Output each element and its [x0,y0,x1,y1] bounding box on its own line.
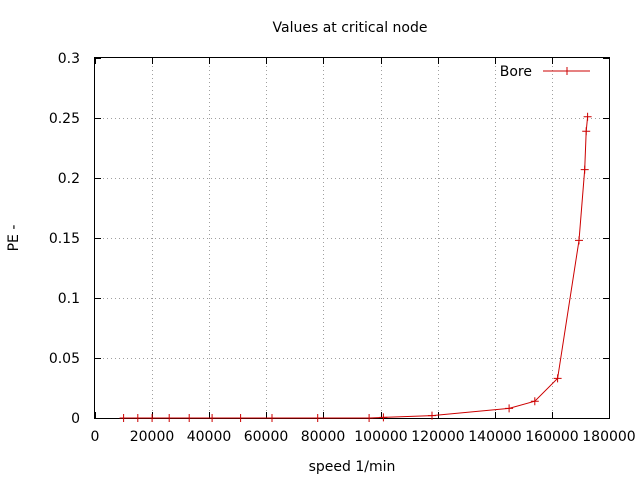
data-point [580,165,589,174]
legend-label-bore: Bore [500,64,532,80]
x-axis-label: speed 1/min [309,459,396,475]
chart-title: Values at critical node [273,20,428,36]
y-tick-label: 0 [71,411,80,427]
y-tick-label: 0.3 [58,51,80,67]
data-point [505,404,514,413]
data-point [148,414,157,422]
y-tick-label: 0.2 [58,171,80,187]
x-tick-label: 60000 [244,429,289,445]
data-point [208,414,217,422]
data-point [428,411,436,420]
x-tick-label: 0 [91,429,100,445]
data-point [268,414,276,422]
x-tick-label: 180000 [582,429,635,445]
y-axis: 0 0.05 0.1 0.15 0.2 0.25 0.3 [49,51,609,427]
legend: Bore [500,64,590,80]
y-tick-label: 0.25 [49,111,80,127]
x-tick-label: 160000 [525,429,578,445]
x-axis: 0 20000 40000 60000 80000 100000 120000 140000 1… [91,58,636,445]
x-tick-label: 20000 [130,429,175,445]
data-point [583,112,592,121]
data-point [236,414,245,422]
data-point [575,236,583,245]
data-point [133,414,142,422]
data-point [379,413,388,422]
data-point [119,414,128,422]
y-tick-label: 0.15 [49,231,80,247]
series-layer [119,112,592,422]
y-tick-label: 0.1 [58,291,80,307]
grid-lines [95,58,609,418]
x-tick-label: 40000 [187,429,232,445]
x-tick-label: 140000 [468,429,521,445]
data-point [313,414,322,422]
data-point [553,374,562,383]
y-axis-label: PE - [6,225,22,252]
y-tick-label: 0.05 [49,351,80,367]
series-line-bore [123,116,589,419]
data-point [582,127,591,136]
x-tick-label: 100000 [354,429,407,445]
x-tick-label: 80000 [301,429,346,445]
data-point [165,414,174,422]
legend-marker-bore [563,67,571,75]
x-tick-label: 120000 [411,429,464,445]
data-point [365,414,374,422]
data-point [530,397,539,406]
data-point [185,414,194,422]
